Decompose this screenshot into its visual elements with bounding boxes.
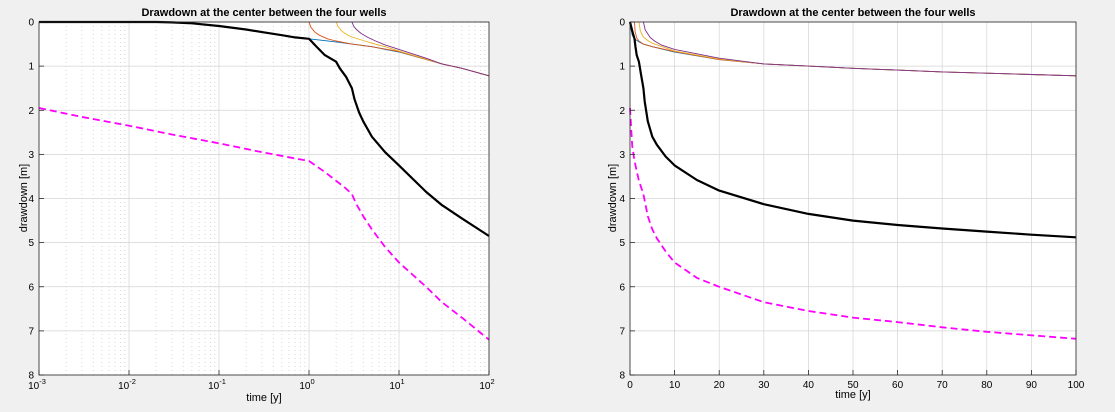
x-tick-label: 101 [389,377,404,392]
x-tick-label: 100 [299,377,314,392]
grid-left [38,21,490,376]
x-tick-label: 60 [892,380,904,391]
series-line-main [628,21,1077,239]
y-tick-label: 5 [619,238,625,249]
y-tick-label: 3 [619,150,625,161]
ticks-left: 0 1 2 3 4 5 6 7 810-3 10-2 10-1 100 101 102 [28,18,495,393]
grid-right [629,21,1077,376]
y-tick-label: 8 [28,371,34,382]
series-line-dashed [629,107,1077,340]
y-tick-label: 7 [28,326,34,337]
x-tick-label: 10 [669,380,681,391]
y-tick-label: 6 [619,282,625,293]
x-tick-label: 20 [714,380,726,391]
x-tick-label: 10-1 [208,377,226,392]
y-tick-label: 1 [619,62,625,73]
x-tick-label: 90 [1026,380,1038,391]
series-line-well-4 [642,21,1077,77]
x-tick-label: 70 [937,380,949,391]
series-line-dashed [38,107,490,341]
series-line-main [39,20,490,237]
y-tick-label: 2 [619,106,625,117]
series-line-well-4 [351,21,490,77]
y-tick-label: 4 [28,194,34,205]
y-tick-label: 5 [28,238,34,249]
x-tick-label: 102 [479,377,494,392]
y-tick-label: 1 [28,62,34,73]
y-tick-label: 6 [28,282,34,293]
y-tick-label: 3 [28,150,34,161]
x-tick-label: 100 [1068,380,1085,391]
x-tick-label: 10-3 [28,377,46,392]
x-tick-label: 80 [981,380,993,391]
x-tick-label: 10-2 [118,377,136,392]
x-tick-label: 40 [803,380,815,391]
x-tick-label: 0 [627,380,633,391]
y-tick-label: 4 [619,194,625,205]
chart-title-left: Drawdown at the center between the four … [141,7,386,19]
series-group-left [38,20,490,341]
chart-title-right: Drawdown at the center between the four … [730,7,975,19]
y-tick-label: 0 [28,18,34,29]
y-axis-label-left: drawdown [m] [18,164,30,232]
y-tick-label: 2 [28,106,34,117]
x-axis-label-right: time [y] [835,389,870,401]
x-tick-label: 50 [847,380,859,391]
y-tick-label: 7 [619,326,625,337]
x-tick-label: 30 [758,380,770,391]
y-tick-label: 0 [619,18,625,29]
y-tick-label: 8 [619,371,625,382]
y-axis-label-right: drawdown [m] [607,164,619,232]
series-group-right [628,21,1077,340]
x-axis-label-left: time [y] [246,392,281,404]
axes-log-time: 0 1 2 3 4 5 6 7 810-3 10-2 10-1 100 101 102 Drawdown … [18,7,495,404]
